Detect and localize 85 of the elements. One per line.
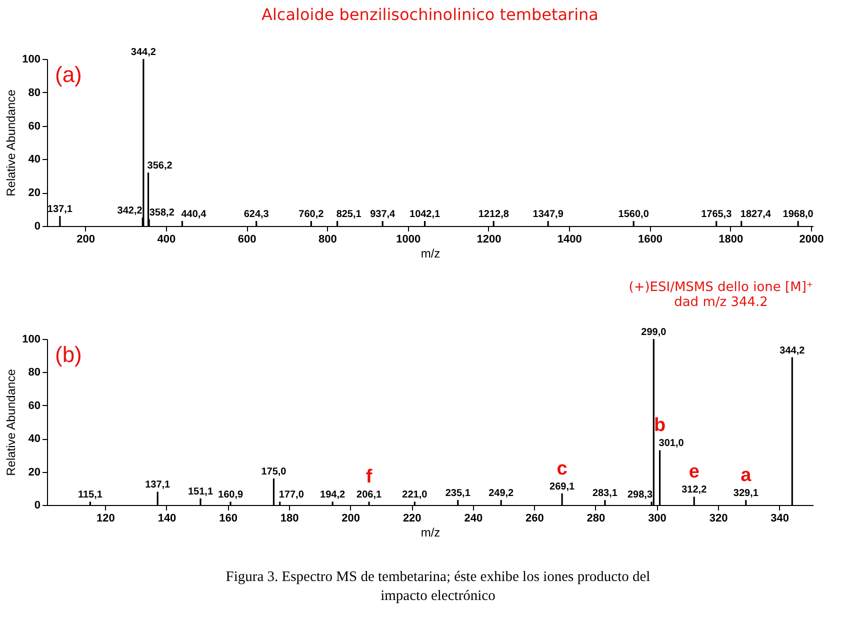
y-tick-label: 100	[22, 54, 40, 66]
annotation: 177,0	[278, 490, 304, 501]
annotation: 269,1	[550, 481, 576, 492]
annotation: 1347,9	[532, 208, 564, 220]
y-tick-label: 60	[28, 400, 40, 412]
annotation: 1765,3	[701, 208, 732, 220]
x-tick-label: 1200	[476, 234, 502, 246]
annotation: 299,0	[641, 327, 667, 338]
annotation: (a)	[55, 62, 82, 87]
y-tick-label: 80	[28, 366, 40, 379]
annotation: 624,3	[244, 208, 270, 220]
annotation: 283,1	[592, 488, 618, 500]
x-tick-label: 160	[219, 512, 238, 524]
x-tick-label: 280	[586, 512, 606, 524]
annotation: 440,4	[181, 208, 207, 220]
annotation: 344,2	[130, 47, 156, 58]
x-tick-label: 320	[709, 512, 728, 524]
annotation: 151,1	[188, 486, 214, 498]
annotation: 312,2	[682, 484, 708, 496]
annotation: f	[366, 466, 373, 488]
x-tick-label: 180	[280, 512, 299, 524]
x-tick-label: 1000	[396, 234, 421, 246]
annotation: 137,1	[145, 480, 171, 491]
y-tick-label: 40	[28, 154, 40, 166]
annotation: 115,1	[78, 490, 103, 501]
x-tick-label: 1800	[718, 234, 744, 246]
y-tick-label: 100	[22, 334, 40, 346]
x-axis-title: m/z	[420, 246, 440, 260]
text: Figura 3. Espectro MS de tembetarina; éste exhibe los iones producto del impacto electrónico	[226, 569, 650, 604]
text: dad m/z 344.2	[674, 295, 768, 310]
y-axis-title: Relative Abundance	[4, 368, 18, 476]
annotation: b	[654, 415, 666, 436]
annotation: 760,2	[298, 208, 324, 220]
annotation: 1042,1	[410, 208, 441, 220]
x-tick-label: 600	[238, 234, 256, 246]
annotation: 249,2	[488, 488, 514, 500]
x-tick-label: 240	[464, 512, 483, 524]
annotation: 137,1	[47, 204, 73, 215]
annotation: 329,1	[733, 488, 759, 500]
x-tick-label: 1400	[557, 234, 582, 246]
x-axis-title: m/z	[420, 526, 440, 540]
annotation: 235,1	[445, 488, 471, 500]
annotation: 301,0	[658, 438, 684, 450]
chart-title: Alcaloide benzilisochinolinico tembetarina	[262, 5, 598, 24]
annotation: 342,2	[117, 206, 143, 217]
annotation: 221,0	[402, 490, 428, 501]
annotation: 1212,8	[478, 208, 510, 220]
x-tick-label: 300	[648, 512, 666, 524]
y-tick-label: 80	[28, 86, 40, 99]
x-tick-label: 340	[770, 512, 789, 524]
y-tick-label: 40	[28, 433, 40, 446]
annotation: 358,2	[149, 207, 175, 218]
annotation: 175,0	[261, 466, 287, 478]
y-tick-label: 20	[28, 466, 40, 478]
x-tick-label: 200	[76, 234, 95, 246]
annotation: 206,1	[356, 490, 382, 501]
y-tick-label: 20	[28, 187, 40, 200]
x-tick-label: 800	[318, 234, 337, 246]
x-tick-label: 260	[525, 512, 544, 524]
annotation: a	[740, 465, 752, 486]
y-tick-label: 60	[28, 120, 40, 132]
x-tick-label: 140	[158, 512, 176, 524]
annotation: 1968,0	[782, 208, 814, 220]
x-tick-label: 400	[157, 234, 176, 246]
annotation: 825,1	[336, 208, 362, 220]
y-tick-label: 0	[34, 500, 40, 512]
annotation: 356,2	[147, 160, 173, 172]
x-tick-label: 1600	[638, 234, 662, 246]
annotation: 1827,4	[740, 208, 772, 220]
annotation: c	[556, 458, 568, 480]
annotation: 160,9	[218, 490, 244, 501]
annotation: e	[688, 462, 700, 483]
text: (+)ESI/MSMS dello ione [M]⁺	[628, 280, 814, 295]
x-tick-label: 220	[402, 512, 422, 524]
annotation: 1560,0	[618, 208, 650, 220]
annotation: 937,4	[370, 208, 396, 220]
y-axis-title: Relative Abundance	[4, 89, 18, 196]
x-tick-label: 120	[96, 512, 115, 524]
x-tick-label: 2000	[799, 234, 824, 246]
annotation: (b)	[55, 342, 82, 367]
y-tick-label: 0	[34, 220, 40, 232]
annotation: 194,2	[320, 490, 346, 501]
annotation: 344,2	[780, 345, 806, 356]
annotation: 298,3	[627, 490, 653, 501]
x-tick-label: 200	[342, 512, 360, 524]
